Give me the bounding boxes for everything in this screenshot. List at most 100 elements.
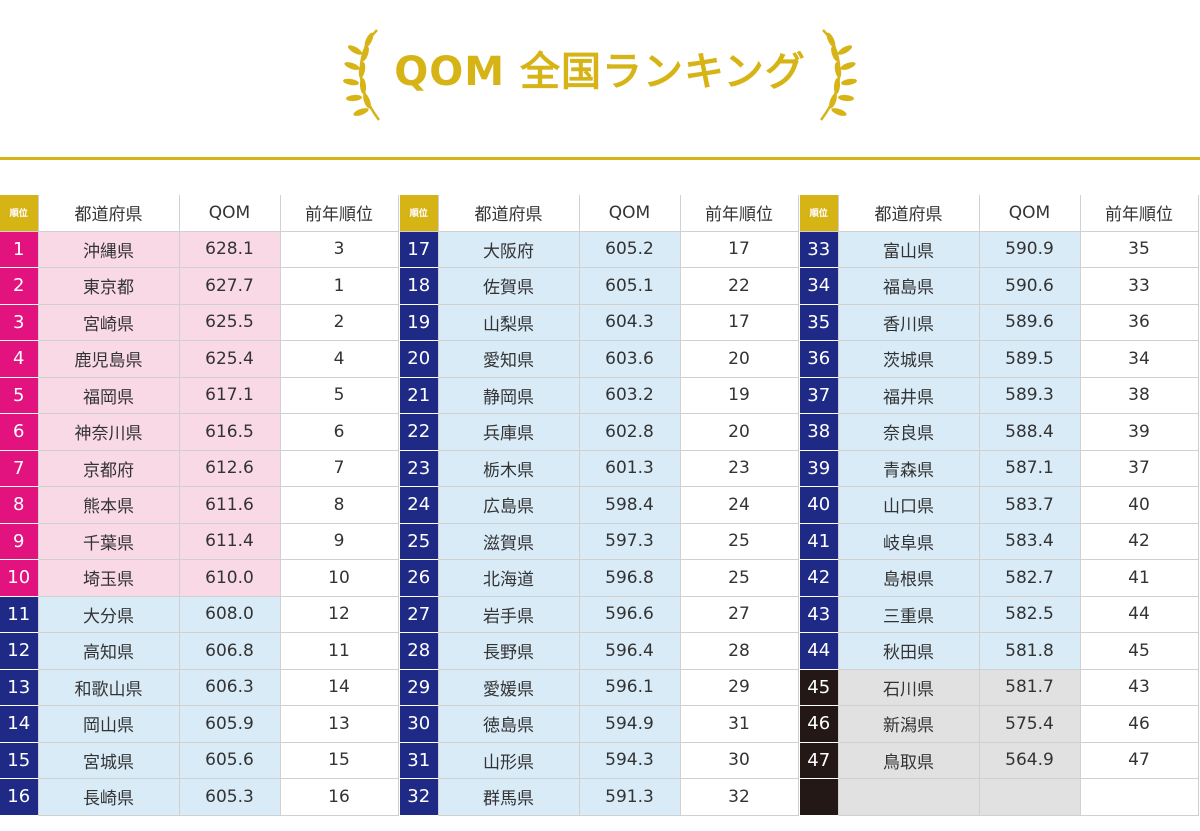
table-header-row: 順位 都道府県 QOM 前年順位 xyxy=(400,195,799,232)
prefecture-cell: 群馬県 xyxy=(438,778,580,816)
rank-cell: 33 xyxy=(800,231,839,268)
table-row: 7 京都府 612.6 7 xyxy=(0,450,399,487)
qom-cell: 610.0 xyxy=(179,559,281,597)
rank-cell: 37 xyxy=(800,377,839,414)
rank-cell: 25 xyxy=(400,523,439,560)
prefecture-cell: 宮城県 xyxy=(38,742,180,779)
prefecture-cell: 鹿児島県 xyxy=(38,340,180,378)
rank-cell: 11 xyxy=(0,596,39,633)
prev-rank-cell: 37 xyxy=(1080,450,1199,487)
rank-cell: 9 xyxy=(0,523,39,560)
table-row: 14 岡山県 605.9 13 xyxy=(0,705,399,743)
rank-cell: 10 xyxy=(0,559,39,597)
prefecture-cell: 山形県 xyxy=(438,742,580,779)
prefecture-cell: 茨城県 xyxy=(838,340,980,378)
qom-cell: 588.4 xyxy=(979,413,1081,451)
qom-cell: 596.6 xyxy=(579,596,681,633)
prefecture-cell: 埼玉県 xyxy=(38,559,180,597)
prev-rank-cell: 33 xyxy=(1080,267,1199,305)
qom-cell: 583.7 xyxy=(979,486,1081,524)
table-row: 18 佐賀県 605.1 22 xyxy=(400,267,799,305)
prev-rank-cell: 10 xyxy=(280,559,399,597)
table-row: 30 徳島県 594.9 31 xyxy=(400,705,799,743)
qom-cell: 625.4 xyxy=(179,340,281,378)
prefecture-column-header: 都道府県 xyxy=(38,195,180,232)
prefecture-cell: 新潟県 xyxy=(838,705,980,743)
table-row: 40 山口県 583.7 40 xyxy=(800,486,1199,524)
prefecture-cell: 大阪府 xyxy=(438,231,580,268)
prefecture-cell: 山口県 xyxy=(838,486,980,524)
prev-rank-cell: 28 xyxy=(680,632,799,670)
table-row: 21 静岡県 603.2 19 xyxy=(400,377,799,414)
table-row: 20 愛知県 603.6 20 xyxy=(400,340,799,378)
ranking-table-3: 順位 都道府県 QOM 前年順位 33 富山県 590.9 35 34 福島県 590.6 3… xyxy=(800,195,1199,816)
qom-cell: 587.1 xyxy=(979,450,1081,487)
qom-cell: 605.9 xyxy=(179,705,281,743)
rank-cell: 24 xyxy=(400,486,439,524)
table-row: 25 滋賀県 597.3 25 xyxy=(400,523,799,560)
prev-rank-cell: 17 xyxy=(680,231,799,268)
table-row: 46 新潟県 575.4 46 xyxy=(800,705,1199,743)
rank-cell: 2 xyxy=(0,267,39,305)
rank-cell: 12 xyxy=(0,632,39,670)
rank-cell: 18 xyxy=(400,267,439,305)
rank-column-header: 順位 xyxy=(400,195,439,232)
qom-cell: 594.9 xyxy=(579,705,681,743)
prefecture-cell: 奈良県 xyxy=(838,413,980,451)
qom-cell: 605.2 xyxy=(579,231,681,268)
prefecture-cell: 神奈川県 xyxy=(38,413,180,451)
prefecture-cell: 佐賀県 xyxy=(438,267,580,305)
qom-cell: 606.3 xyxy=(179,669,281,706)
rank-column-header: 順位 xyxy=(800,195,839,232)
qom-cell: 606.8 xyxy=(179,632,281,670)
qom-cell: 596.8 xyxy=(579,559,681,597)
prev-rank-cell: 42 xyxy=(1080,523,1199,560)
qom-cell xyxy=(979,778,1081,816)
rank-cell: 29 xyxy=(400,669,439,706)
prefecture-cell: 沖縄県 xyxy=(38,231,180,268)
qom-cell: 581.7 xyxy=(979,669,1081,706)
prefecture-cell: 千葉県 xyxy=(38,523,180,560)
rank-cell: 4 xyxy=(0,340,39,378)
rank-cell: 5 xyxy=(0,377,39,414)
prefecture-cell: 兵庫県 xyxy=(438,413,580,451)
prefecture-cell: 宮崎県 xyxy=(38,304,180,341)
laurel-left-icon xyxy=(343,29,380,121)
prev-rank-cell: 3 xyxy=(280,231,399,268)
qom-cell: 611.4 xyxy=(179,523,281,560)
qom-cell: 590.9 xyxy=(979,231,1081,268)
prev-rank-cell: 9 xyxy=(280,523,399,560)
qom-column-header: QOM xyxy=(179,195,281,232)
table-row xyxy=(800,778,1199,816)
prefecture-cell: 香川県 xyxy=(838,304,980,341)
prev-rank-cell: 13 xyxy=(280,705,399,743)
prefecture-cell: 岐阜県 xyxy=(838,523,980,560)
qom-cell: 590.6 xyxy=(979,267,1081,305)
table-row: 5 福岡県 617.1 5 xyxy=(0,377,399,414)
prefecture-column-header: 都道府県 xyxy=(438,195,580,232)
prev-rank-cell: 45 xyxy=(1080,632,1199,670)
prefecture-cell: 富山県 xyxy=(838,231,980,268)
table-row: 19 山梨県 604.3 17 xyxy=(400,304,799,341)
table-row: 22 兵庫県 602.8 20 xyxy=(400,413,799,451)
qom-cell: 582.7 xyxy=(979,559,1081,597)
table-header-row: 順位 都道府県 QOM 前年順位 xyxy=(800,195,1199,232)
prev-rank-cell: 6 xyxy=(280,413,399,451)
rank-cell: 21 xyxy=(400,377,439,414)
table-row: 4 鹿児島県 625.4 4 xyxy=(0,340,399,378)
prev-rank-cell: 36 xyxy=(1080,304,1199,341)
rank-cell: 16 xyxy=(0,778,39,816)
prefecture-cell: 滋賀県 xyxy=(438,523,580,560)
rank-cell: 45 xyxy=(800,669,839,706)
table-row: 44 秋田県 581.8 45 xyxy=(800,632,1199,670)
prev-rank-cell: 16 xyxy=(280,778,399,816)
rank-cell: 15 xyxy=(0,742,39,779)
rank-cell: 41 xyxy=(800,523,839,560)
prev-rank-cell xyxy=(1080,778,1199,816)
prefecture-cell: 栃木県 xyxy=(438,450,580,487)
rank-cell: 36 xyxy=(800,340,839,378)
rank-cell: 34 xyxy=(800,267,839,305)
rank-cell: 1 xyxy=(0,231,39,268)
prev-rank-cell: 7 xyxy=(280,450,399,487)
prefecture-cell: 秋田県 xyxy=(838,632,980,670)
